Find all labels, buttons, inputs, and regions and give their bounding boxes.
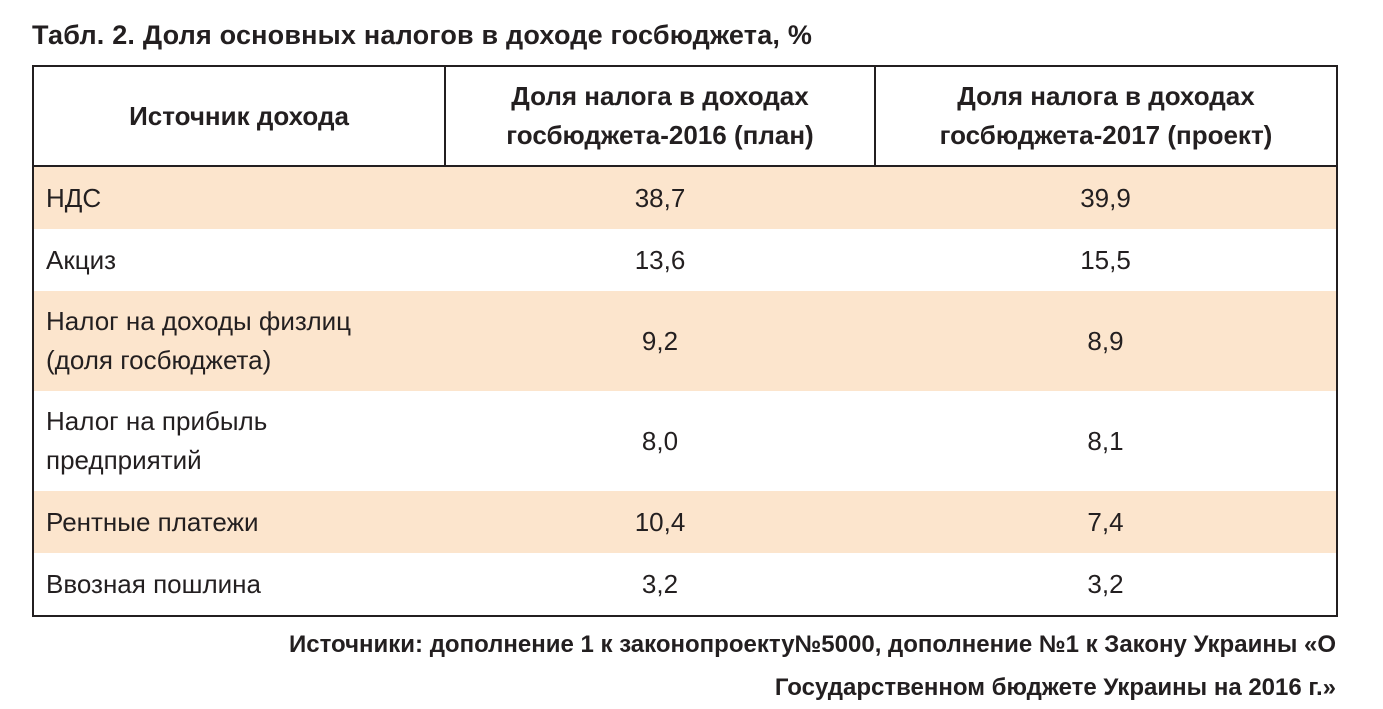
footnote-line: Государственном бюджете Украины на 2016 …: [774, 674, 1336, 701]
share-2017-cell: 3,2: [875, 553, 1337, 616]
header-line: Доля налога в доходах: [511, 81, 809, 111]
header-income-source: Источник дохода: [33, 66, 445, 167]
share-2017-cell: 8,9: [875, 291, 1337, 391]
income-source-label: Налог на доходы физлиц: [46, 306, 352, 336]
income-source-cell: Рентные платежи: [33, 491, 445, 553]
table-caption: Табл. 2. Доля основных налогов в доходе …: [32, 20, 813, 50]
table-row: Рентные платежи 10,4 7,4: [33, 491, 1337, 553]
share-2016-cell: 9,2: [445, 291, 875, 391]
share-2016-cell: 8,0: [445, 391, 875, 491]
income-source-cell: Ввозная пошлина: [33, 553, 445, 616]
income-source-label: предприятий: [46, 445, 202, 475]
share-2017-cell: 39,9: [875, 166, 1337, 229]
income-source-label: Ввозная пошлина: [46, 568, 261, 599]
share-2017-cell: 7,4: [875, 491, 1337, 553]
footnote-line: Источники: дополнение 1 к законопроекту№…: [288, 631, 1336, 658]
income-source-label: НДС: [46, 182, 102, 213]
share-2016-cell: 13,6: [445, 229, 875, 291]
share-2016-cell: 38,7: [445, 166, 875, 229]
table-row: Акциз 13,6 15,5: [33, 229, 1337, 291]
header-row: Источник дохода Доля налога в доходах го…: [33, 66, 1337, 167]
income-source-cell: Акциз: [33, 229, 445, 291]
share-2017-cell: 15,5: [875, 229, 1337, 291]
income-source-label: Рентные платежи: [46, 506, 259, 537]
header-line: госбюджета-2017 (проект): [939, 120, 1273, 150]
header-line: госбюджета-2016 (план): [506, 120, 814, 150]
income-source-cell: Налог на доходы физлиц (доля госбюджета): [33, 291, 445, 391]
header-share-2016: Доля налога в доходах госбюджета-2016 (п…: [444, 66, 875, 167]
tax-share-table: Источник дохода Доля налога в доходах го…: [32, 65, 1338, 617]
income-source-cell: НДС: [33, 166, 445, 229]
table-row: Налог на прибыль предприятий 8,0 8,1: [33, 391, 1337, 491]
sources-footnote: Источники: дополнение 1 к законопроекту№…: [76, 623, 1336, 709]
income-source-label: Налог на прибыль: [46, 406, 268, 436]
table-row: Налог на доходы физлиц (доля госбюджета)…: [33, 291, 1337, 391]
header-line: Источник дохода: [129, 100, 349, 131]
share-2016-cell: 3,2: [445, 553, 875, 616]
header-line: Доля налога в доходах: [957, 81, 1255, 111]
share-2016-cell: 10,4: [445, 491, 875, 553]
table-row: Ввозная пошлина 3,2 3,2: [33, 553, 1337, 616]
share-2017-cell: 8,1: [875, 391, 1337, 491]
header-share-2017: Доля налога в доходах госбюджета-2017 (п…: [874, 66, 1337, 167]
income-source-label: (доля госбюджета): [46, 345, 272, 375]
income-source-cell: Налог на прибыль предприятий: [33, 391, 445, 491]
income-source-label: Акциз: [46, 244, 117, 275]
table-row: НДС 38,7 39,9: [33, 166, 1337, 229]
